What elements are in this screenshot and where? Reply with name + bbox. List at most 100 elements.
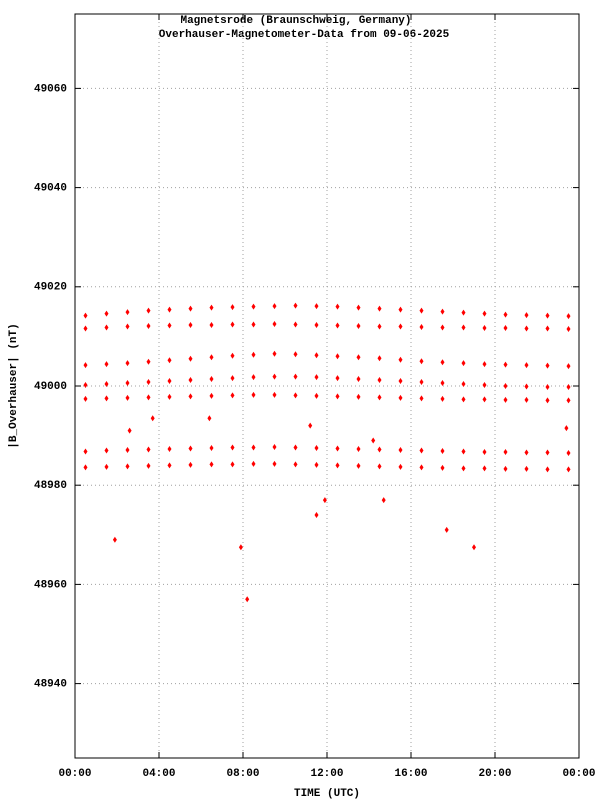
- data-point: [440, 464, 445, 471]
- data-point: [419, 395, 424, 402]
- data-point: [188, 393, 193, 400]
- data-point: [167, 322, 172, 329]
- data-point: [146, 462, 151, 469]
- data-point: [188, 355, 193, 362]
- data-point: [335, 322, 340, 329]
- data-point: [272, 303, 277, 310]
- data-point: [440, 380, 445, 387]
- data-point: [545, 466, 550, 473]
- x-tick-label: 08:00: [226, 768, 259, 780]
- y-tick-label: 49040: [34, 183, 67, 195]
- data-point: [230, 461, 235, 468]
- data-point: [167, 445, 172, 452]
- data-point: [377, 305, 382, 312]
- data-point: [566, 449, 571, 456]
- x-tick-label: 20:00: [478, 768, 511, 780]
- data-point: [335, 303, 340, 310]
- data-point: [545, 362, 550, 369]
- data-point: [377, 394, 382, 401]
- data-point: [272, 391, 277, 398]
- data-point: [188, 305, 193, 312]
- data-point: [482, 324, 487, 331]
- data-point: [125, 360, 130, 367]
- data-point: [335, 353, 340, 360]
- data-point: [146, 446, 151, 453]
- data-point: [230, 304, 235, 311]
- data-point: [251, 460, 256, 467]
- data-point: [419, 323, 424, 330]
- data-point: [272, 373, 277, 380]
- data-point: [356, 304, 361, 311]
- data-point: [335, 462, 340, 469]
- data-point: [461, 381, 466, 388]
- data-point: [566, 313, 571, 320]
- data-point: [104, 310, 109, 317]
- data-point: [272, 321, 277, 327]
- data-point: [444, 526, 449, 533]
- data-point: [482, 382, 487, 389]
- data-point: [314, 392, 319, 399]
- data-point: [104, 381, 109, 388]
- data-point: [440, 447, 445, 454]
- data-point: [398, 463, 403, 470]
- data-point: [503, 361, 508, 368]
- data-point: [272, 444, 277, 451]
- data-point: [419, 464, 424, 471]
- data-point: [104, 361, 109, 368]
- data-point: [419, 447, 424, 454]
- data-point: [503, 448, 508, 455]
- data-point: [314, 321, 319, 328]
- data-point: [335, 445, 340, 452]
- data-point: [308, 422, 313, 429]
- data-point: [146, 322, 151, 329]
- data-point: [314, 461, 319, 468]
- data-point: [398, 323, 403, 330]
- data-point: [356, 354, 361, 361]
- data-point: [83, 464, 88, 471]
- data-point: [564, 425, 569, 432]
- data-point: [230, 444, 235, 451]
- data-point: [251, 444, 256, 451]
- data-point: [83, 382, 88, 389]
- data-point: [83, 448, 88, 455]
- data-point: [188, 321, 193, 328]
- data-point: [209, 304, 214, 311]
- x-tick-label: 12:00: [310, 768, 343, 780]
- data-point: [230, 321, 235, 328]
- data-point: [377, 377, 382, 384]
- data-point: [377, 355, 382, 362]
- data-point: [104, 447, 109, 454]
- data-point: [440, 324, 445, 331]
- data-point: [482, 361, 487, 368]
- data-point: [503, 383, 508, 389]
- data-point: [335, 393, 340, 400]
- data-point: [419, 307, 424, 314]
- data-point: [503, 311, 508, 318]
- y-tick-label: 48960: [34, 579, 67, 591]
- data-point: [398, 378, 403, 385]
- chart-title: Magnetsrode (Braunschweig, Germany): [180, 15, 411, 27]
- data-point: [524, 312, 529, 319]
- data-point: [83, 325, 88, 332]
- data-point: [503, 396, 508, 403]
- data-point: [146, 358, 151, 365]
- data-point: [566, 397, 571, 404]
- data-point: [381, 497, 386, 504]
- data-point: [146, 394, 151, 401]
- data-point: [146, 379, 151, 386]
- data-point: [356, 445, 361, 452]
- data-point: [524, 449, 529, 456]
- data-point: [356, 322, 361, 329]
- data-point: [461, 309, 466, 316]
- data-point: [272, 350, 277, 357]
- data-point: [188, 461, 193, 468]
- x-axis-label: TIME (UTC): [294, 788, 360, 800]
- data-point: [251, 321, 256, 328]
- data-point: [472, 544, 476, 551]
- data-point: [524, 465, 529, 472]
- data-point: [440, 395, 445, 402]
- y-tick-label: 48980: [34, 480, 67, 492]
- data-point: [209, 354, 214, 361]
